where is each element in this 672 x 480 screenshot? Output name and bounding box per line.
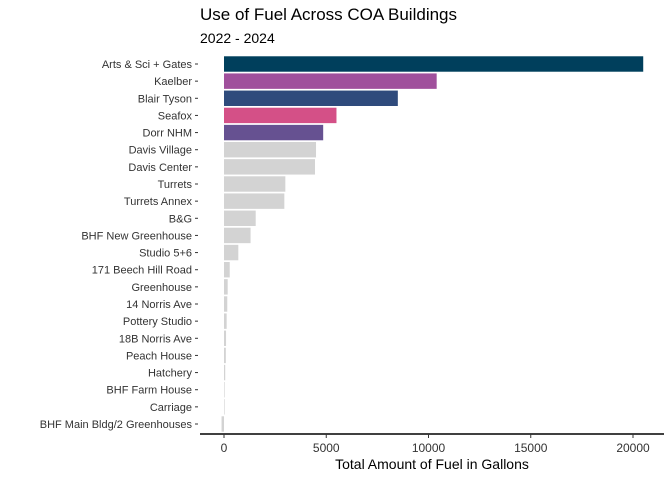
chart-title: Use of Fuel Across COA Buildings	[200, 5, 457, 24]
category-label: 171 Beech Hill Road	[92, 265, 192, 277]
category-label: Davis Center	[128, 162, 192, 174]
category-label: BHF New Greenhouse	[81, 230, 192, 242]
bar	[224, 124, 324, 141]
category-label: BHF Farm House	[106, 385, 192, 397]
category-label: Seafox	[158, 110, 193, 122]
bar	[224, 227, 251, 244]
x-tick-label: 0	[221, 441, 228, 455]
category-label: Turrets	[158, 179, 193, 191]
category-label: BHF Main Bldg/2 Greenhouses	[40, 419, 193, 431]
category-label: 18B Norris Ave	[119, 333, 192, 345]
bar	[224, 107, 337, 124]
category-label: Carriage	[150, 402, 192, 414]
bar	[224, 159, 316, 175]
x-tick-label: 10000	[412, 441, 446, 455]
bar	[224, 296, 228, 312]
category-label: Turrets Annex	[124, 196, 193, 208]
category-labels-group: Arts & Sci + Gates Kaelber Blair Tyson Seaf…	[40, 59, 198, 431]
x-tick-label: 20000	[616, 441, 650, 455]
x-tick-label: 5000	[313, 441, 340, 455]
x-axis: 0 5000 10000 15000 20000	[200, 433, 664, 455]
category-label: Arts & Sci + Gates	[102, 59, 193, 71]
bar	[224, 399, 225, 415]
category-label: Dorr NHM	[143, 128, 193, 140]
bar	[224, 364, 226, 381]
bar	[224, 279, 228, 295]
bar	[224, 347, 226, 364]
category-label: Hatchery	[148, 368, 193, 380]
chart-subtitle: 2022 - 2024	[200, 30, 275, 46]
category-label: Peach House	[126, 350, 192, 362]
bar	[224, 244, 239, 261]
category-label: Kaelber	[154, 76, 192, 88]
bar	[224, 193, 285, 209]
bar	[224, 313, 227, 329]
bar	[224, 73, 437, 89]
bar	[224, 90, 398, 106]
category-label: B&G	[169, 213, 192, 225]
bar	[224, 56, 644, 72]
category-label: Blair Tyson	[138, 93, 192, 105]
bar	[221, 416, 224, 432]
bar	[224, 262, 230, 278]
bars-group	[221, 56, 644, 432]
bar	[224, 176, 286, 192]
x-axis-label: Total Amount of Fuel in Gallons	[335, 456, 529, 472]
category-label: Pottery Studio	[123, 316, 192, 328]
bar	[224, 330, 227, 346]
bar	[224, 210, 256, 226]
x-tick-label: 15000	[514, 441, 548, 455]
category-label: Davis Village	[129, 145, 192, 157]
category-label: 14 Norris Ave	[126, 299, 192, 311]
bar	[224, 142, 317, 158]
category-label: Studio 5+6	[139, 248, 192, 260]
category-label: Greenhouse	[131, 282, 192, 294]
bar	[224, 382, 225, 398]
